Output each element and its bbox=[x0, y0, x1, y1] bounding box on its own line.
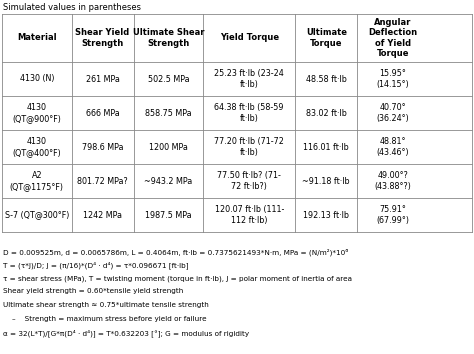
Text: 77.50 ft·lb? (71-
72 ft·lb?): 77.50 ft·lb? (71- 72 ft·lb?) bbox=[217, 171, 281, 191]
Text: 83.02 ft·lb: 83.02 ft·lb bbox=[306, 108, 347, 118]
Text: Ultimate
Torque: Ultimate Torque bbox=[306, 28, 347, 48]
Text: ~91.18 ft·lb: ~91.18 ft·lb bbox=[302, 177, 350, 185]
Text: 798.6 MPa: 798.6 MPa bbox=[82, 143, 123, 152]
Text: 75.91°
(67.99°): 75.91° (67.99°) bbox=[376, 205, 410, 225]
Text: 25.23 ft·lb (23-24
ft·lb): 25.23 ft·lb (23-24 ft·lb) bbox=[214, 69, 284, 89]
Text: 48.81°
(43.46°): 48.81° (43.46°) bbox=[377, 137, 410, 157]
Text: 40.70°
(36.24°): 40.70° (36.24°) bbox=[377, 103, 410, 123]
Text: ~943.2 MPa: ~943.2 MPa bbox=[144, 177, 192, 185]
Text: 4130
(QT@900°F): 4130 (QT@900°F) bbox=[12, 103, 61, 123]
Text: D = 0.009525m, d = 0.0065786m, L = 0.4064m, ft·lb = 0.7375621493*N·m, MPa = (N/m: D = 0.009525m, d = 0.0065786m, L = 0.406… bbox=[3, 248, 348, 256]
Text: 1987.5 MPa: 1987.5 MPa bbox=[145, 211, 191, 219]
Text: 48.58 ft·lb: 48.58 ft·lb bbox=[306, 74, 347, 84]
Text: 120.07 ft·lb (111-
112 ft·lb): 120.07 ft·lb (111- 112 ft·lb) bbox=[215, 205, 284, 225]
Text: Ultimate shear strength ≈ 0.75*ultimate tensile strength: Ultimate shear strength ≈ 0.75*ultimate … bbox=[3, 302, 209, 308]
Text: 1200 MPa: 1200 MPa bbox=[149, 143, 188, 152]
Text: 116.01 ft·lb: 116.01 ft·lb bbox=[303, 143, 349, 152]
Text: 4130 (N): 4130 (N) bbox=[19, 74, 54, 84]
Text: 77.20 ft·lb (71-72
ft·lb): 77.20 ft·lb (71-72 ft·lb) bbox=[214, 137, 284, 157]
Text: Angular
Deflection
of Yield
Torque: Angular Deflection of Yield Torque bbox=[368, 18, 418, 58]
Text: 1242 MPa: 1242 MPa bbox=[83, 211, 122, 219]
Text: S-7 (QT@300°F): S-7 (QT@300°F) bbox=[5, 211, 69, 219]
Text: Simulated values in parentheses: Simulated values in parentheses bbox=[3, 3, 141, 12]
Text: 49.00°?
(43.88°?): 49.00°? (43.88°?) bbox=[374, 171, 411, 191]
Text: Shear yield strength = 0.60*tensile yield strength: Shear yield strength = 0.60*tensile yiel… bbox=[3, 289, 183, 295]
Text: τ = shear stress (MPa), T = twisting moment (torque in ft·lb), J = polar moment : τ = shear stress (MPa), T = twisting mom… bbox=[3, 275, 352, 281]
Text: 502.5 MPa: 502.5 MPa bbox=[147, 74, 189, 84]
Text: α = 32(L*T)/[G*π(D⁴ · d⁴)] = T*0.632203 [°]; G = modulus of rigidity: α = 32(L*T)/[G*π(D⁴ · d⁴)] = T*0.632203 … bbox=[3, 329, 249, 337]
Text: 666 MPa: 666 MPa bbox=[86, 108, 119, 118]
Text: Yield Torque: Yield Torque bbox=[219, 34, 279, 42]
Text: Shear Yield
Strength: Shear Yield Strength bbox=[75, 28, 130, 48]
Text: 192.13 ft·lb: 192.13 ft·lb bbox=[303, 211, 349, 219]
Text: 64.38 ft·lb (58-59
ft·lb): 64.38 ft·lb (58-59 ft·lb) bbox=[214, 103, 284, 123]
Text: –    Strength = maximum stress before yield or failure: – Strength = maximum stress before yield… bbox=[3, 315, 207, 321]
Text: Ultimate Shear
Strength: Ultimate Shear Strength bbox=[133, 28, 204, 48]
Text: 261 MPa: 261 MPa bbox=[86, 74, 119, 84]
Text: A2
(QT@1175°F): A2 (QT@1175°F) bbox=[10, 171, 64, 191]
Text: Material: Material bbox=[17, 34, 56, 42]
Text: 4130
(QT@400°F): 4130 (QT@400°F) bbox=[12, 137, 61, 157]
Text: 15.95°
(14.15°): 15.95° (14.15°) bbox=[377, 69, 410, 89]
Text: 801.72 MPa?: 801.72 MPa? bbox=[77, 177, 128, 185]
Text: T = (τ*J)/D; J = (π/16)*(D⁴ · d⁴) = τ*0.096671 [ft·lb]: T = (τ*J)/D; J = (π/16)*(D⁴ · d⁴) = τ*0.… bbox=[3, 262, 189, 269]
Text: 858.75 MPa: 858.75 MPa bbox=[145, 108, 191, 118]
